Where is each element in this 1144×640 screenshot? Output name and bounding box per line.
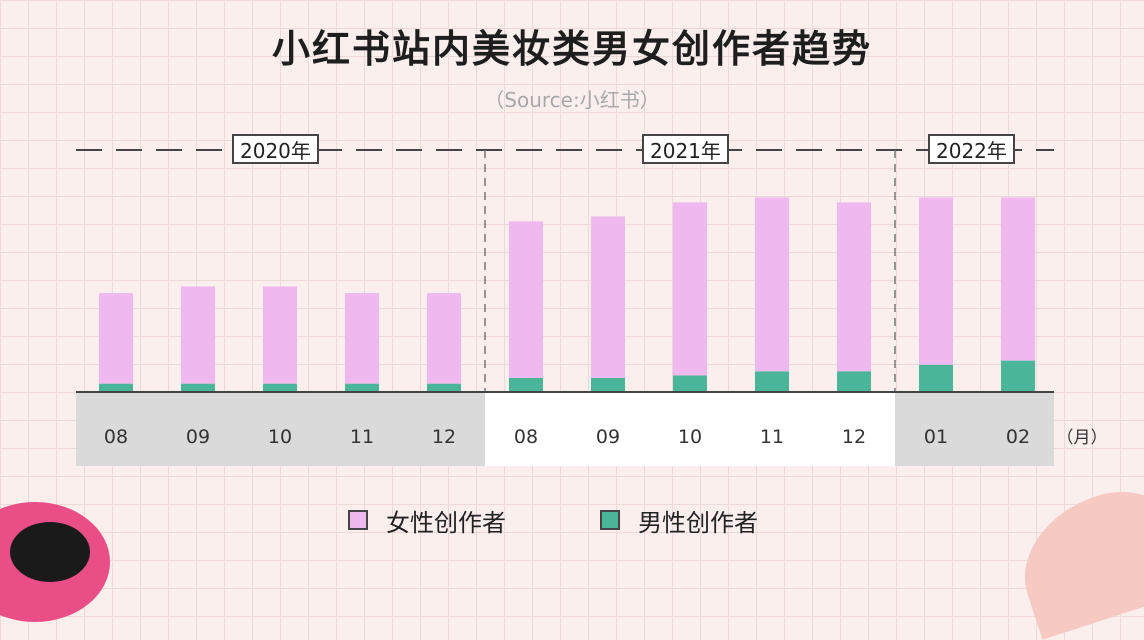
bar-male-7 — [673, 375, 707, 392]
bar-female-10 — [919, 197, 953, 365]
bar-female-4 — [427, 293, 461, 384]
x-tick-label: 10 — [678, 426, 702, 448]
x-tick-label: 10 — [268, 426, 292, 448]
bar-female-1 — [181, 286, 215, 384]
legend-item-female: 女性创作者 — [348, 502, 506, 538]
year-label-2022: 2022年 — [928, 134, 1015, 164]
bar-female-3 — [345, 293, 379, 384]
legend-label-male: 男性创作者 — [638, 508, 758, 537]
legend-swatch-male — [600, 510, 620, 530]
bar-male-8 — [755, 371, 789, 392]
x-tick-label: 12 — [842, 426, 866, 448]
x-tick-label: 09 — [186, 426, 210, 448]
bar-male-6 — [591, 377, 625, 392]
bar-female-6 — [591, 216, 625, 378]
bar-female-2 — [263, 286, 297, 384]
x-tick-label: 01 — [924, 426, 948, 448]
bar-male-9 — [837, 371, 871, 392]
month-band-0 — [76, 392, 485, 466]
chart-title: 小红书站内美妆类男女创作者趋势 — [271, 27, 872, 71]
month-band-2 — [895, 392, 1054, 466]
legend-label-female: 女性创作者 — [386, 508, 506, 537]
bar-male-5 — [509, 377, 543, 392]
bar-female-7 — [673, 202, 707, 376]
bar-female-11 — [1001, 197, 1035, 361]
bar-female-0 — [99, 293, 133, 384]
year-label-2020: 2020年 — [232, 134, 319, 164]
bar-female-5 — [509, 221, 543, 378]
x-tick-label: 08 — [104, 426, 128, 448]
x-tick-label: 08 — [514, 426, 538, 448]
bar-male-2 — [263, 383, 297, 392]
legend-swatch-female — [348, 510, 368, 530]
x-tick-label: 12 — [432, 426, 456, 448]
chart-legend: 女性创作者 男性创作者 — [0, 502, 1144, 538]
x-tick-label: 11 — [760, 426, 784, 448]
chart-area: 08 09 10 11 12 08 09 10 11 12 01 02 （月） — [76, 149, 1108, 466]
bar-male-0 — [99, 383, 133, 392]
bar-male-11 — [1001, 360, 1035, 392]
bar-female-8 — [755, 197, 789, 372]
x-tick-label: 11 — [350, 426, 374, 448]
month-band-1 — [485, 392, 895, 466]
bar-male-1 — [181, 383, 215, 392]
x-tick-label: 09 — [596, 426, 620, 448]
year-label-2021: 2021年 — [642, 134, 729, 164]
legend-item-male: 男性创作者 — [600, 502, 758, 538]
chart-subtitle: （Source:小红书） — [484, 88, 660, 112]
bar-male-10 — [919, 364, 953, 392]
bar-male-3 — [345, 383, 379, 392]
x-tick-label: 02 — [1006, 426, 1030, 448]
x-axis-unit: （月） — [1057, 428, 1108, 448]
bar-male-4 — [427, 383, 461, 392]
bar-female-9 — [837, 202, 871, 372]
